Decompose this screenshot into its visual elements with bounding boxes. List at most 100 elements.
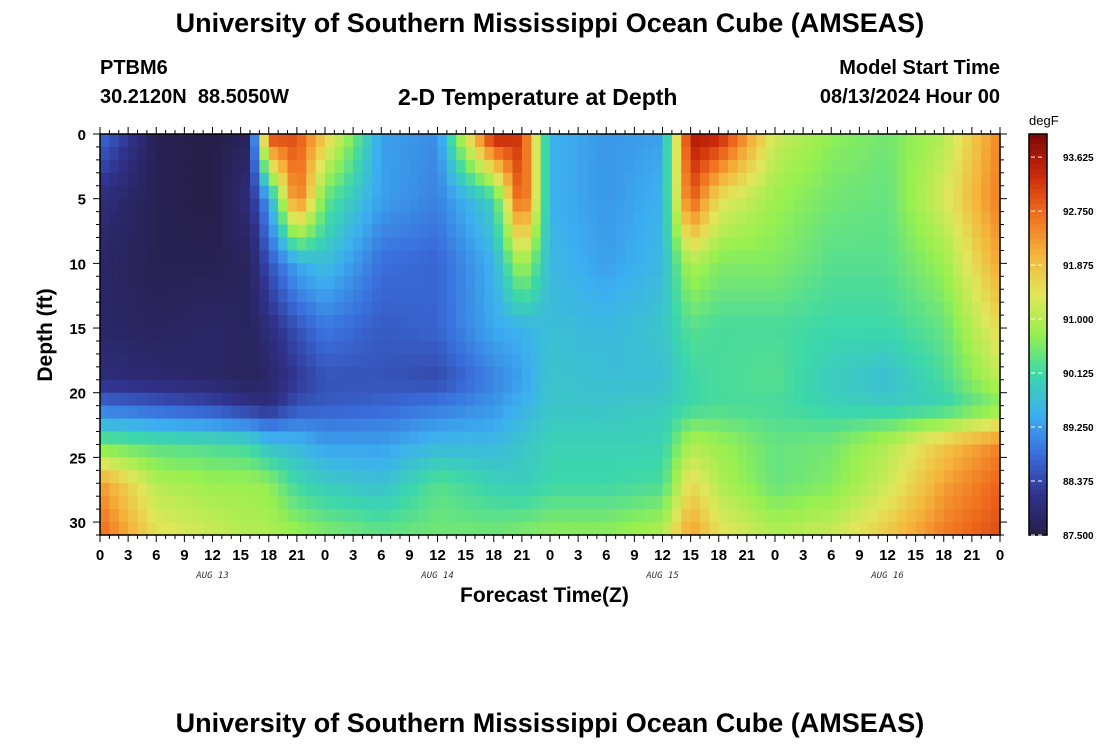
heatmap-cell	[315, 405, 326, 420]
heatmap-cell	[193, 263, 204, 277]
heatmap-cell	[831, 392, 842, 407]
heatmap-cell	[643, 224, 654, 239]
heatmap-cell	[531, 405, 542, 420]
heatmap-cell	[146, 185, 157, 200]
heatmap-cell	[690, 211, 701, 226]
heatmap-cell	[325, 146, 335, 161]
heatmap-cell	[287, 496, 298, 510]
heatmap-cell	[850, 457, 860, 471]
heatmap-cell	[859, 224, 870, 239]
heatmap-cell	[268, 457, 279, 471]
heatmap-cell	[362, 444, 373, 458]
heatmap-cell	[446, 328, 457, 342]
heatmap-cell	[803, 134, 814, 148]
heatmap-cell	[231, 379, 242, 394]
heatmap-cell	[925, 366, 935, 381]
heatmap-cell	[221, 146, 232, 161]
heatmap-cell	[831, 496, 842, 510]
heatmap-cell	[278, 146, 289, 161]
heatmap-cell	[334, 522, 345, 536]
heatmap-cell	[981, 328, 992, 342]
heatmap-cell	[437, 276, 448, 290]
heatmap-cell	[353, 198, 364, 213]
heatmap-cell	[662, 470, 673, 484]
heatmap-cell	[943, 353, 954, 368]
heatmap-cell	[146, 392, 157, 407]
heatmap-cell	[231, 470, 242, 484]
heatmap-cell	[784, 237, 795, 252]
heatmap-cell	[325, 522, 335, 536]
x-tick-label: 0	[546, 547, 554, 564]
heatmap-cell	[475, 185, 485, 200]
heatmap-cell	[896, 250, 907, 264]
heatmap-cell	[193, 353, 204, 368]
heatmap-cell	[418, 250, 429, 264]
heatmap-cell	[409, 224, 420, 239]
heatmap-cell	[559, 211, 570, 226]
heatmap-cell	[662, 340, 673, 355]
heatmap-cell	[831, 509, 842, 523]
heatmap-cell	[906, 509, 917, 523]
heatmap-cell	[165, 276, 176, 290]
heatmap-cell	[493, 172, 504, 187]
heatmap-cell	[803, 276, 814, 290]
heatmap-cell	[681, 263, 692, 277]
heatmap-cell	[896, 159, 907, 174]
heatmap-cell	[353, 392, 364, 407]
colorbar-segment	[1029, 419, 1047, 426]
x-tick-label: 3	[349, 547, 357, 564]
heatmap-cell	[821, 302, 832, 316]
heatmap-cell	[643, 340, 654, 355]
heatmap-cell	[259, 328, 270, 342]
heatmap-cell	[840, 315, 851, 329]
heatmap-cell	[278, 392, 289, 407]
heatmap-cell	[615, 134, 626, 148]
heatmap-cell	[306, 366, 317, 381]
heatmap-cell	[484, 172, 495, 187]
heatmap-cell	[418, 379, 429, 394]
heatmap-cell	[756, 405, 767, 420]
colorbar-segment	[1029, 304, 1047, 311]
heatmap-cell	[268, 250, 279, 264]
heatmap-cell	[259, 263, 270, 277]
heatmap-cell	[709, 185, 720, 200]
heatmap-cell	[962, 457, 973, 471]
heatmap-cell	[737, 483, 748, 497]
heatmap-cell	[118, 134, 129, 148]
heatmap-cell	[934, 263, 945, 277]
heatmap-cell	[953, 496, 964, 510]
heatmap-cell	[971, 379, 982, 394]
heatmap-cell	[850, 224, 860, 239]
heatmap-cell	[184, 237, 195, 252]
heatmap-cell	[465, 340, 476, 355]
heatmap-cell	[512, 315, 523, 329]
heatmap-cell	[465, 431, 476, 446]
heatmap-cell	[756, 237, 767, 252]
heatmap-cell	[943, 340, 954, 355]
heatmap-cell	[353, 418, 364, 433]
heatmap-cell	[128, 353, 139, 368]
heatmap-cell	[709, 509, 720, 523]
heatmap-cell	[662, 237, 673, 252]
heatmap-cell	[718, 496, 729, 510]
heatmap-cell	[756, 379, 767, 394]
heatmap-cell	[128, 457, 139, 471]
heatmap-cell	[653, 483, 664, 497]
heatmap-cell	[484, 134, 495, 148]
heatmap-cell	[915, 302, 926, 316]
heatmap-cell	[446, 431, 457, 446]
heatmap-cell	[718, 237, 729, 252]
heatmap-cell	[850, 250, 860, 264]
heatmap-cell	[625, 405, 635, 420]
heatmap-cell	[193, 276, 204, 290]
x-axis-label: Forecast Time(Z)	[460, 584, 629, 607]
heatmap-cell	[343, 353, 354, 368]
heatmap-cell	[503, 444, 514, 458]
heatmap-cell	[156, 353, 167, 368]
heatmap-cell	[334, 379, 345, 394]
heatmap-cell	[793, 457, 804, 471]
heatmap-cell	[128, 405, 139, 420]
heatmap-cell	[231, 134, 242, 148]
heatmap-cell	[718, 522, 729, 536]
heatmap-cell	[521, 470, 532, 484]
